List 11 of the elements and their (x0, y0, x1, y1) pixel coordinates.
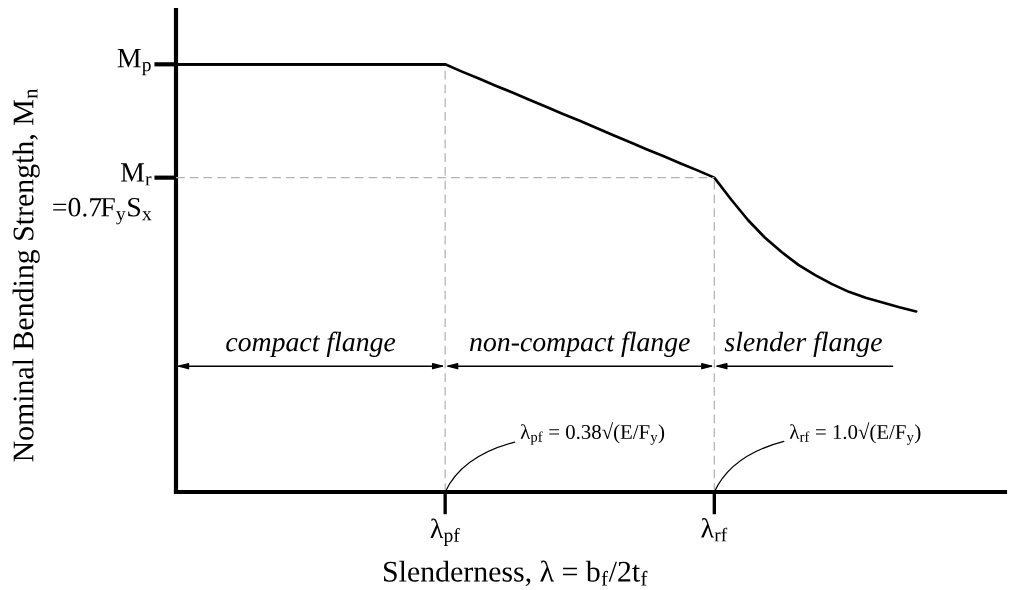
x-axis-title: Slenderness, λ = b$_{f}$/2t$_{f}$ (384, 560, 648, 587)
y-axis-title: Nominal Bending Strength, M$_{n}$ (12, 88, 40, 462)
x-tick-label: λ$_{rf}$ (701, 517, 728, 542)
annotation: slender flange (724, 331, 882, 358)
text: M$_{r}$ =0.7F$_{y}$S$_{x}$ (53, 163, 152, 225)
ref-line-label: M$_{p}$ (117, 49, 151, 76)
annotation: λ$_{rf}$ = 1.0√(E/F$_{y}$) (789, 422, 921, 445)
annotation: compact flange (226, 331, 396, 358)
annotation: λ$_{pf}$ = 0.38√(E/F$_{y}$) (520, 422, 665, 445)
annotation: non-compact flange (470, 331, 690, 358)
x-tick-label: λ$_{pf}$ (430, 518, 460, 546)
